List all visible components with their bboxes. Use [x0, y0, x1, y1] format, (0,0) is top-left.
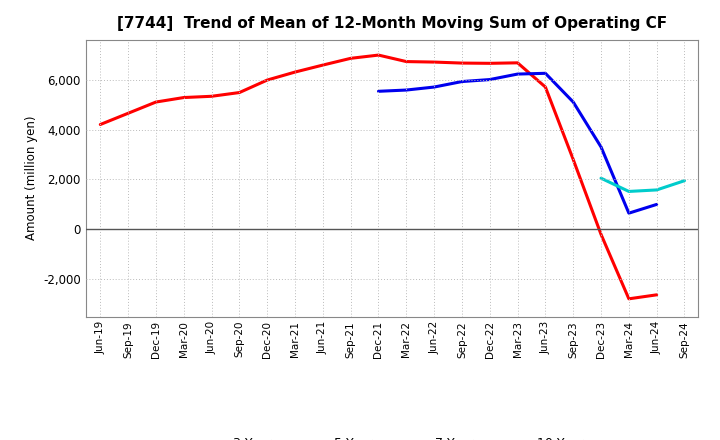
5 Years — [374, 88, 383, 94]
5 Years — [541, 71, 550, 76]
3 Years — [263, 77, 271, 83]
Line: 3 Years: 3 Years — [100, 55, 657, 299]
3 Years — [179, 95, 188, 100]
Line: 7 Years: 7 Years — [601, 178, 685, 191]
7 Years — [680, 178, 689, 183]
3 Years — [569, 157, 577, 162]
Y-axis label: Amount (million yen): Amount (million yen) — [24, 116, 37, 240]
5 Years — [513, 71, 522, 77]
Legend: 3 Years, 5 Years, 7 Years, 10 Years: 3 Years, 5 Years, 7 Years, 10 Years — [190, 432, 595, 440]
3 Years — [152, 99, 161, 105]
5 Years — [597, 144, 606, 150]
3 Years — [485, 61, 494, 66]
Line: 5 Years: 5 Years — [379, 73, 657, 213]
3 Years — [430, 59, 438, 65]
3 Years — [624, 296, 633, 301]
7 Years — [624, 189, 633, 194]
3 Years — [291, 70, 300, 75]
3 Years — [235, 90, 243, 95]
3 Years — [541, 84, 550, 90]
5 Years — [652, 202, 661, 207]
3 Years — [374, 52, 383, 58]
5 Years — [569, 99, 577, 105]
5 Years — [430, 84, 438, 90]
3 Years — [346, 56, 355, 61]
3 Years — [513, 60, 522, 66]
5 Years — [485, 77, 494, 82]
3 Years — [318, 62, 327, 68]
3 Years — [597, 232, 606, 237]
3 Years — [402, 59, 410, 64]
3 Years — [96, 122, 104, 127]
5 Years — [458, 79, 467, 84]
3 Years — [458, 60, 467, 66]
7 Years — [597, 176, 606, 181]
3 Years — [207, 94, 216, 99]
5 Years — [624, 210, 633, 216]
5 Years — [402, 88, 410, 93]
7 Years — [652, 187, 661, 193]
3 Years — [652, 292, 661, 297]
3 Years — [124, 110, 132, 116]
Title: [7744]  Trend of Mean of 12-Month Moving Sum of Operating CF: [7744] Trend of Mean of 12-Month Moving … — [117, 16, 667, 32]
